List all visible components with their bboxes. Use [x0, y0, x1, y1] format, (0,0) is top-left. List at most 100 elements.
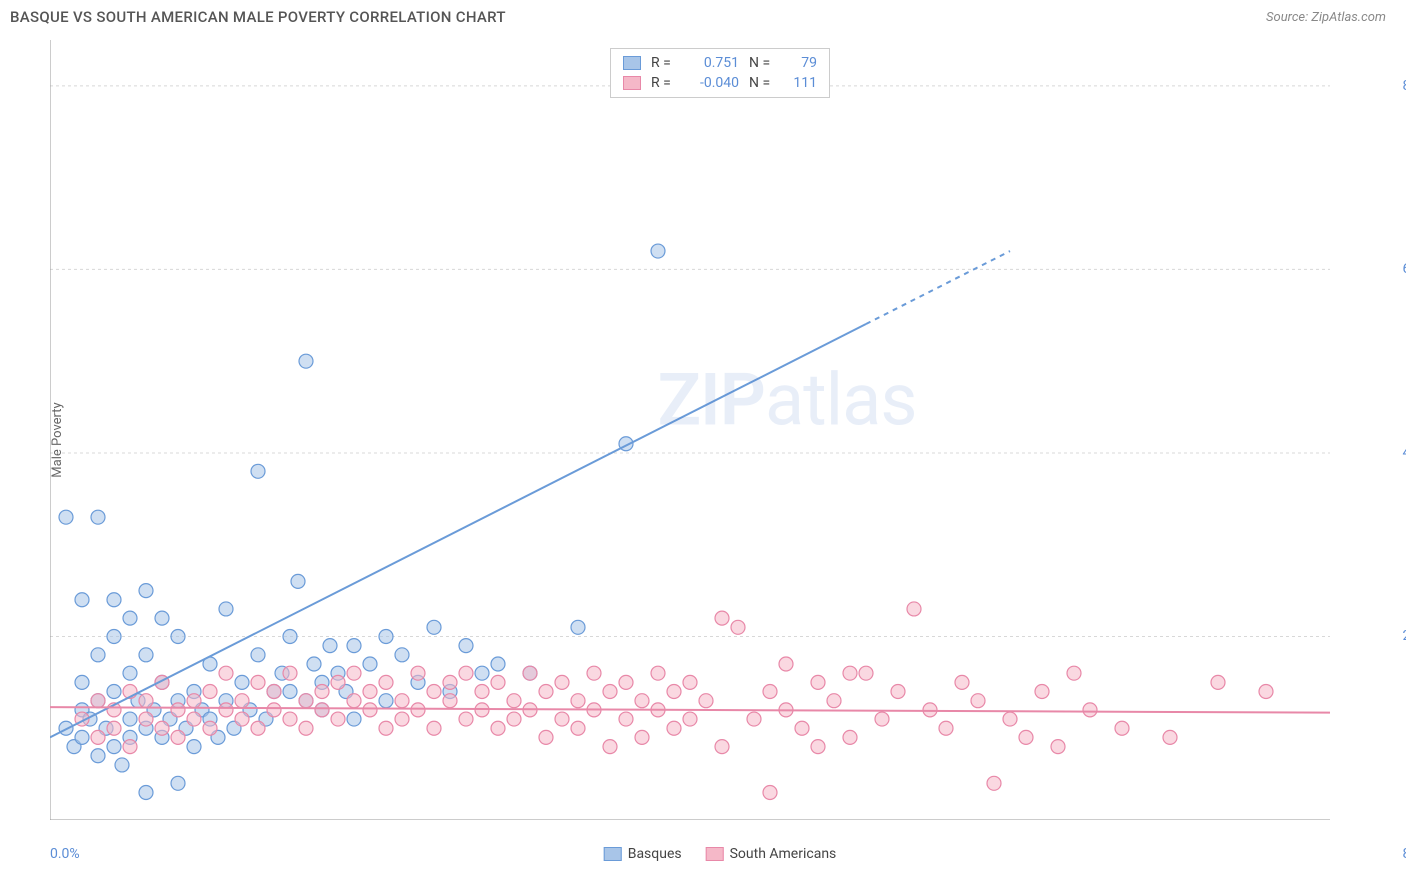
- legend-swatch: [623, 56, 641, 70]
- data-point: [331, 675, 345, 689]
- data-point: [187, 712, 201, 726]
- data-point: [619, 712, 633, 726]
- data-point: [699, 694, 713, 708]
- data-point: [427, 620, 441, 634]
- legend-n-value: 79: [787, 55, 817, 71]
- chart-title: BASQUE VS SOUTH AMERICAN MALE POVERTY CO…: [10, 8, 506, 26]
- data-point: [107, 593, 121, 607]
- data-point: [987, 776, 1001, 790]
- data-point: [363, 703, 377, 717]
- data-point: [859, 666, 873, 680]
- data-point: [715, 611, 729, 625]
- data-point: [139, 712, 153, 726]
- data-point: [75, 593, 89, 607]
- data-point: [363, 685, 377, 699]
- data-point: [875, 712, 889, 726]
- data-point: [667, 721, 681, 735]
- data-point: [1211, 675, 1225, 689]
- x-tick-label: 80.0%: [1402, 846, 1406, 862]
- data-point: [603, 740, 617, 754]
- legend-n-value: 111: [787, 75, 817, 91]
- data-point: [571, 694, 585, 708]
- data-point: [139, 785, 153, 799]
- data-point: [603, 685, 617, 699]
- data-point: [1083, 703, 1097, 717]
- data-point: [91, 749, 105, 763]
- data-point: [379, 694, 393, 708]
- data-point: [1115, 721, 1129, 735]
- data-point: [939, 721, 953, 735]
- data-point: [315, 703, 329, 717]
- data-point: [251, 464, 265, 478]
- data-point: [107, 721, 121, 735]
- data-point: [651, 244, 665, 258]
- data-point: [139, 694, 153, 708]
- data-point: [267, 703, 281, 717]
- data-point: [347, 639, 361, 653]
- data-point: [683, 712, 697, 726]
- data-point: [251, 648, 265, 662]
- data-point: [443, 675, 457, 689]
- data-point: [299, 721, 313, 735]
- y-tick-label: 20.0%: [1402, 628, 1406, 644]
- data-point: [379, 675, 393, 689]
- y-tick-label: 60.0%: [1402, 261, 1406, 277]
- data-point: [219, 666, 233, 680]
- data-point: [91, 510, 105, 524]
- data-point: [267, 685, 281, 699]
- data-point: [155, 611, 169, 625]
- data-point: [379, 629, 393, 643]
- x-tick-label: 0.0%: [50, 846, 80, 862]
- data-point: [171, 730, 185, 744]
- data-point: [347, 666, 361, 680]
- data-point: [171, 629, 185, 643]
- data-point: [123, 611, 137, 625]
- data-point: [299, 694, 313, 708]
- data-point: [363, 657, 377, 671]
- data-point: [651, 666, 665, 680]
- data-point: [139, 584, 153, 598]
- scatter-chart-svg: [50, 40, 1330, 820]
- data-point: [635, 730, 649, 744]
- data-point: [1163, 730, 1177, 744]
- trend-line: [50, 324, 866, 737]
- legend-r-label: R =: [651, 75, 679, 91]
- data-point: [171, 776, 185, 790]
- legend-n-label: N =: [749, 75, 777, 91]
- data-point: [235, 675, 249, 689]
- data-point: [347, 712, 361, 726]
- y-tick-label: 40.0%: [1402, 445, 1406, 461]
- data-point: [795, 721, 809, 735]
- data-point: [411, 666, 425, 680]
- data-point: [107, 740, 121, 754]
- data-point: [299, 354, 313, 368]
- data-point: [667, 685, 681, 699]
- data-point: [779, 657, 793, 671]
- data-point: [123, 740, 137, 754]
- y-tick-label: 80.0%: [1402, 78, 1406, 94]
- legend-n-label: N =: [749, 55, 777, 71]
- data-point: [619, 675, 633, 689]
- data-point: [203, 685, 217, 699]
- data-point: [283, 666, 297, 680]
- legend-stats-row: R = -0.040 N = 111: [623, 73, 817, 93]
- legend-stats-row: R = 0.751 N = 79: [623, 53, 817, 73]
- legend-series-item: Basques: [604, 846, 682, 862]
- data-point: [331, 712, 345, 726]
- data-point: [523, 666, 537, 680]
- data-point: [123, 666, 137, 680]
- data-point: [315, 685, 329, 699]
- data-point: [491, 675, 505, 689]
- legend-swatch: [604, 847, 622, 861]
- data-point: [395, 694, 409, 708]
- chart-container: Male Poverty ZIPatlas R = 0.751 N = 79 R…: [50, 40, 1390, 840]
- data-point: [555, 712, 569, 726]
- data-point: [379, 721, 393, 735]
- data-point: [107, 685, 121, 699]
- data-point: [811, 740, 825, 754]
- data-point: [475, 666, 489, 680]
- legend-swatch: [623, 76, 641, 90]
- legend-series-item: South Americans: [706, 846, 837, 862]
- data-point: [427, 685, 441, 699]
- data-point: [123, 712, 137, 726]
